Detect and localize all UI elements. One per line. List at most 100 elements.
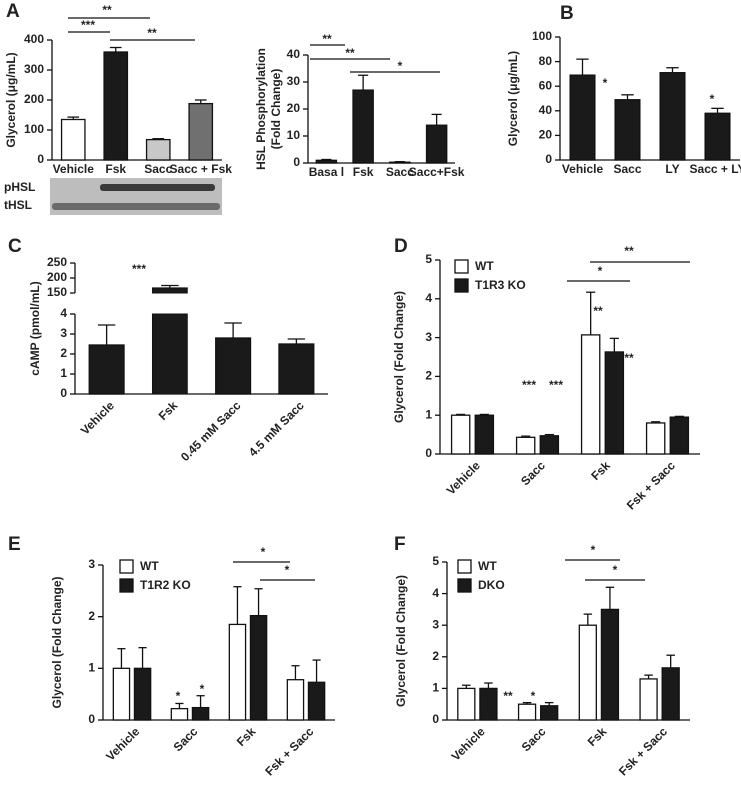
bar: [191, 706, 210, 721]
y-tick-label: 0: [545, 152, 552, 166]
bar: [661, 667, 680, 721]
y-axis-label: cAMP (pmol/mL): [28, 281, 42, 375]
legend-swatch: [454, 278, 469, 293]
significance: *: [598, 264, 603, 278]
bar: [645, 422, 666, 455]
x-tick-label: Sacc + Fsk: [170, 162, 233, 176]
legend-swatch: [454, 259, 469, 274]
x-tick-label: Sacc: [144, 162, 172, 176]
bar: [352, 89, 374, 164]
significance: **: [624, 244, 634, 258]
y-tick-label: 200: [24, 92, 44, 106]
bar: [474, 414, 495, 455]
y-tick-label: 250: [47, 255, 67, 269]
x-tick-label: Fsk + Sacc: [262, 724, 316, 778]
bar: [580, 334, 601, 455]
bar: [578, 624, 597, 721]
legend-label: T1R2 KO: [140, 578, 191, 592]
x-tick-label: Fsk: [585, 724, 610, 749]
blot-band: [100, 184, 145, 191]
bar: [278, 343, 315, 395]
y-tick-label: 4: [60, 306, 67, 320]
significance: *: [398, 59, 403, 73]
y-tick-label: 40: [539, 103, 553, 117]
y-tick-label: 3: [88, 557, 95, 571]
y-tick-label: 2: [432, 649, 439, 663]
x-tick-label: Fsk: [234, 724, 259, 749]
bar: [151, 313, 188, 395]
y-tick-label: 1: [88, 661, 95, 675]
x-tick-label: Sacc: [171, 724, 201, 754]
x-tick-label: Sacc+Fsk: [409, 165, 465, 179]
bar: [145, 138, 171, 161]
legend-swatch: [457, 559, 472, 574]
y-tick-label: 200: [47, 270, 67, 284]
legend-label: WT: [140, 559, 159, 573]
y-tick-label: 300: [24, 62, 44, 76]
significance: **: [503, 689, 513, 703]
bar: [457, 687, 476, 721]
bar: [389, 161, 411, 164]
significance: ***: [522, 378, 536, 392]
blot-label: pHSL: [4, 180, 35, 194]
bar: [569, 74, 596, 161]
bar: [249, 614, 268, 721]
significance: **: [102, 3, 112, 17]
x-tick-label: Sacc: [518, 458, 548, 488]
x-tick-label: Fsk: [353, 165, 374, 179]
y-tick-label: 0: [37, 152, 44, 166]
significance: **: [322, 32, 332, 46]
x-tick-label: Vehicle: [53, 162, 95, 176]
bar: [103, 51, 129, 161]
x-tick-label: Sacc + LY: [690, 162, 741, 176]
x-tick-label: Vehicle: [449, 724, 488, 763]
significance: ***: [81, 18, 95, 32]
blot-label: tHSL: [4, 198, 32, 212]
x-tick-label: 4.5 mM Sacc: [246, 398, 307, 459]
x-tick-label: 0.45 mM Sacc: [178, 398, 244, 464]
bar: [517, 703, 537, 721]
y-tick-label: 0: [293, 155, 300, 169]
y-tick-label: 2: [88, 609, 95, 623]
y-axis-label: HSL Phosphorylation: [254, 48, 268, 170]
x-tick-label: Sacc: [386, 165, 414, 179]
significance: *: [261, 545, 266, 559]
y-tick-label: 10: [287, 128, 301, 142]
significance: *: [531, 689, 536, 703]
legend-label: WT: [475, 259, 494, 273]
bar: [659, 72, 686, 161]
y-axis-label: Glycerol (μg/mL): [4, 52, 18, 147]
y-tick-label: 80: [539, 54, 553, 68]
bar: [188, 102, 214, 161]
y-tick-label: 5: [425, 252, 432, 266]
x-tick-label: Fsk + Sacc: [616, 724, 670, 778]
x-tick-label: Fsk + Sacc: [624, 458, 678, 512]
x-tick-label: Fsk: [105, 162, 126, 176]
significance: *: [285, 563, 290, 577]
y-tick-label: 150: [47, 285, 67, 299]
significance: **: [345, 46, 355, 60]
bar: [133, 667, 152, 721]
y-axis-label: (Fold Change): [269, 69, 283, 150]
y-tick-label: 30: [287, 74, 301, 88]
legend-swatch: [457, 578, 472, 593]
blot-band: [135, 184, 215, 191]
y-axis-label: Glycerol (μg/mL): [506, 51, 520, 146]
x-tick-label: LY: [665, 162, 679, 176]
bar: [669, 416, 690, 455]
x-tick-label: Vehicle: [562, 162, 604, 176]
y-axis-label: Glycerol (Fold Change): [50, 576, 64, 708]
panel-label: C: [8, 236, 22, 257]
y-tick-label: 1: [425, 407, 432, 421]
panel-label: B: [560, 3, 574, 24]
bar: [151, 287, 188, 294]
bar: [307, 681, 326, 721]
y-tick-label: 3: [425, 330, 432, 344]
x-tick-label: Fsk: [156, 398, 181, 423]
legend-swatch: [119, 559, 134, 574]
y-tick-label: 0: [425, 446, 432, 460]
bar: [600, 608, 620, 721]
y-tick-label: 2: [60, 346, 67, 360]
y-tick-label: 400: [24, 32, 44, 46]
